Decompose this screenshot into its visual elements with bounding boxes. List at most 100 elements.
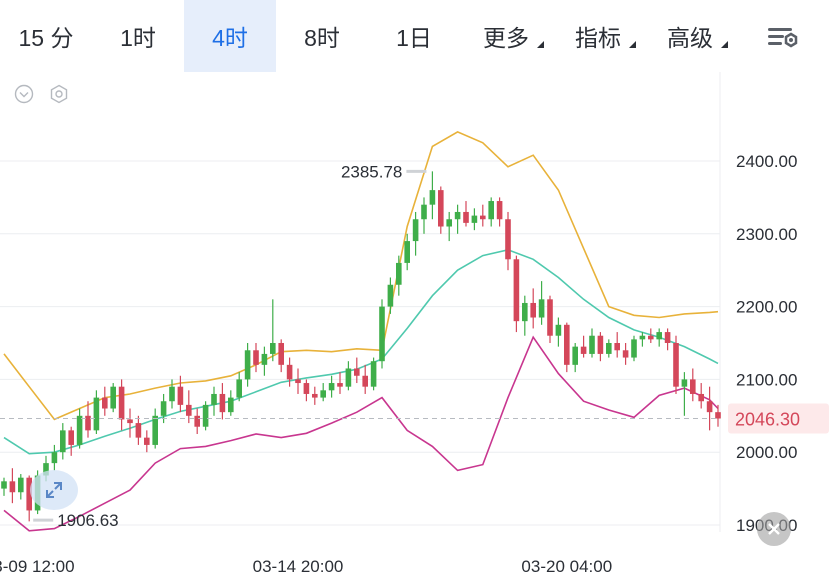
- candle: [354, 357, 360, 384]
- candle-body: [286, 364, 293, 380]
- candle: [648, 328, 654, 343]
- candle: [471, 208, 478, 231]
- candle-body: [421, 204, 427, 220]
- candle-body: [404, 241, 410, 263]
- candle: [18, 474, 24, 500]
- candle-body: [118, 386, 125, 420]
- candle: [530, 288, 536, 329]
- candle-body: [564, 324, 570, 365]
- candle: [681, 372, 688, 416]
- candle: [26, 475, 32, 522]
- tab-15-min[interactable]: 15 分: [0, 0, 92, 72]
- candle-body: [681, 379, 688, 387]
- candle-body: [295, 379, 301, 384]
- candle: [362, 364, 368, 394]
- tab-8-hour[interactable]: 8时: [276, 0, 368, 72]
- candle-body: [186, 404, 192, 416]
- candle: [328, 375, 335, 398]
- candle-body: [362, 375, 368, 387]
- candle: [370, 357, 377, 391]
- candle-body: [303, 383, 310, 394]
- expand-chart-button[interactable]: [30, 470, 78, 510]
- candle: [639, 332, 646, 347]
- candle: [345, 361, 352, 391]
- bollinger-bands: [3, 131, 719, 532]
- timeframe-toolbar: 15 分 1时 4时 8时 1日 更多 指标 高级: [0, 0, 829, 72]
- upper-band-line: [3, 131, 719, 421]
- candle: [706, 386, 713, 431]
- high-price-label: 2385.78: [341, 162, 402, 181]
- tab-advanced-dropdown[interactable]: 高级: [644, 0, 736, 72]
- candle-body: [412, 219, 419, 242]
- candle-body: [194, 415, 200, 427]
- candle: [463, 201, 469, 227]
- candle-body: [446, 219, 452, 227]
- candle: [169, 379, 175, 409]
- candle: [412, 211, 419, 256]
- candle-body: [471, 215, 478, 223]
- candle: [715, 404, 721, 427]
- candle-body: [261, 353, 268, 365]
- candle-body: [144, 437, 150, 445]
- candle-body: [488, 201, 494, 220]
- candle-body: [664, 332, 671, 343]
- last-price-badge: 2046.30: [728, 403, 829, 434]
- candle-body: [396, 262, 402, 285]
- candle-body: [135, 423, 142, 438]
- candle: [228, 390, 234, 416]
- candle: [186, 390, 192, 424]
- candle: [631, 335, 637, 362]
- tab-indicators-dropdown[interactable]: 指标: [552, 0, 644, 72]
- candle: [1, 477, 7, 496]
- tab-1-hour[interactable]: 1时: [92, 0, 184, 72]
- tab-1-day[interactable]: 1日: [368, 0, 460, 72]
- candle-body: [68, 430, 74, 445]
- candle: [202, 401, 209, 431]
- candle: [538, 281, 545, 325]
- candle: [320, 383, 326, 402]
- candle-body: [522, 302, 528, 322]
- candle-body: [76, 415, 83, 445]
- tab-label: 更多: [483, 25, 529, 51]
- candle: [438, 186, 444, 234]
- hexagon-icon[interactable]: [49, 84, 69, 104]
- candle: [572, 343, 578, 373]
- candle-body: [606, 343, 612, 354]
- candle-body: [706, 401, 713, 413]
- candle: [60, 423, 66, 460]
- candle: [219, 383, 226, 420]
- candle-body: [270, 343, 276, 354]
- candle-body: [177, 386, 184, 405]
- tab-4-hour[interactable]: 4时: [184, 0, 276, 72]
- candle: [76, 408, 83, 449]
- candlestick-chart[interactable]: 2400.002300.002200.002100.002000.001900.…: [0, 72, 829, 575]
- candle-body: [60, 430, 66, 453]
- candle-body: [690, 379, 696, 394]
- candle-body: [480, 215, 486, 220]
- tab-more-dropdown[interactable]: 更多: [460, 0, 552, 72]
- candle: [480, 204, 486, 227]
- close-overlay-button[interactable]: [757, 512, 791, 546]
- candle: [379, 299, 385, 369]
- tab-label: 4时: [212, 25, 248, 51]
- middle-band-line: [3, 248, 719, 455]
- candle: [152, 408, 158, 449]
- candle-body: [622, 350, 629, 358]
- candle: [673, 335, 679, 394]
- candle-body: [85, 415, 91, 431]
- candle-body: [312, 393, 318, 398]
- candle-body: [127, 419, 133, 424]
- x-tick-label: 03-14 20:00: [253, 557, 344, 575]
- candle-body: [698, 393, 704, 402]
- candle-body: [572, 346, 578, 365]
- candle: [270, 299, 276, 362]
- chart-settings-icon[interactable]: [762, 20, 802, 54]
- candle: [127, 408, 133, 438]
- chevron-down-circle-icon[interactable]: [14, 84, 34, 104]
- candle-body: [236, 379, 242, 398]
- close-icon: [768, 523, 780, 535]
- candle: [656, 328, 662, 347]
- candle: [597, 332, 604, 362]
- tab-label: 1时: [120, 25, 156, 51]
- candle: [421, 197, 427, 234]
